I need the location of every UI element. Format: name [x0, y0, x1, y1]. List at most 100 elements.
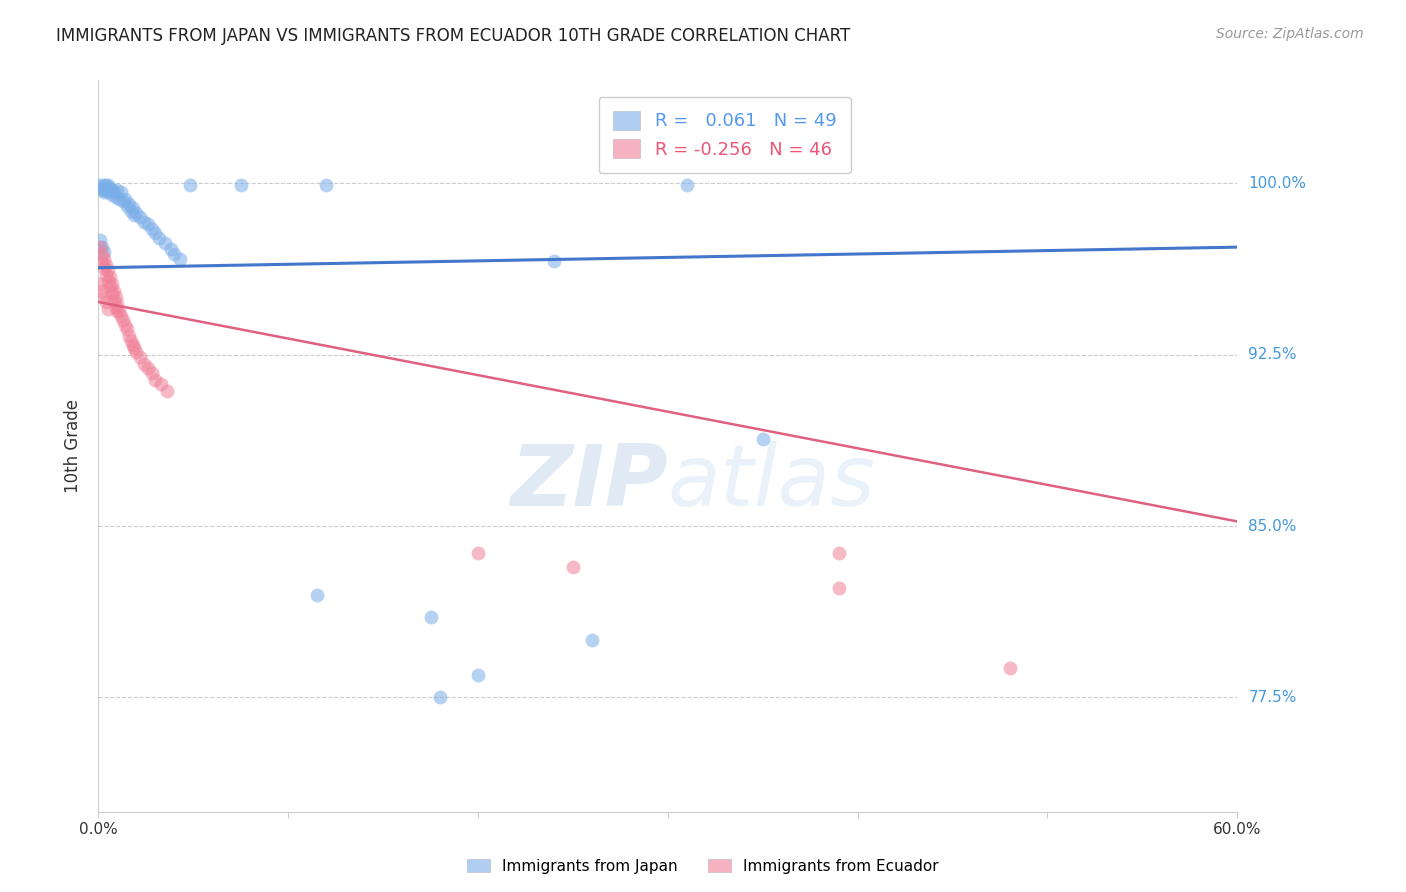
Text: Source: ZipAtlas.com: Source: ZipAtlas.com: [1216, 27, 1364, 41]
Point: [104, 190, 127, 204]
Point: [100, 285, 122, 300]
Point: [100, 277, 122, 291]
Text: IMMIGRANTS FROM JAPAN VS IMMIGRANTS FROM ECUADOR 10TH GRADE CORRELATION CHART: IMMIGRANTS FROM JAPAN VS IMMIGRANTS FROM…: [56, 27, 851, 45]
Point: [97, 275, 120, 289]
Point: [467, 546, 489, 560]
Point: [467, 667, 489, 681]
Text: 85.0%: 85.0%: [1249, 518, 1296, 533]
Point: [124, 208, 146, 222]
Point: [159, 243, 181, 257]
Point: [169, 252, 191, 266]
Point: [93, 252, 115, 266]
Point: [93, 178, 115, 193]
Point: [150, 377, 173, 392]
Point: [98, 279, 121, 293]
Point: [114, 318, 136, 332]
Point: [89, 277, 111, 291]
Point: [125, 206, 148, 220]
Point: [100, 183, 122, 197]
Point: [676, 178, 699, 193]
Legend: Immigrants from Japan, Immigrants from Ecuador: Immigrants from Japan, Immigrants from E…: [461, 853, 945, 880]
Point: [229, 178, 252, 193]
Legend: R =   0.061   N = 49, R = -0.256   N = 46: R = 0.061 N = 49, R = -0.256 N = 46: [599, 96, 851, 173]
Point: [93, 244, 115, 259]
Point: [93, 260, 115, 275]
Point: [114, 192, 136, 206]
Point: [121, 202, 143, 216]
Point: [91, 183, 114, 197]
Point: [120, 203, 142, 218]
Point: [98, 180, 121, 194]
Point: [108, 192, 131, 206]
Point: [132, 215, 155, 229]
Point: [112, 194, 135, 209]
Point: [94, 183, 117, 197]
Point: [89, 233, 111, 247]
Point: [998, 661, 1021, 675]
Point: [145, 227, 167, 241]
Point: [419, 610, 441, 624]
Point: [91, 180, 114, 194]
Point: [94, 268, 117, 282]
Point: [136, 217, 159, 231]
Point: [581, 633, 603, 648]
Point: [104, 300, 127, 314]
Point: [100, 187, 122, 202]
Point: [110, 309, 132, 323]
Point: [145, 373, 167, 387]
Point: [124, 341, 146, 355]
Point: [107, 183, 129, 197]
Point: [179, 178, 201, 193]
Point: [315, 178, 337, 193]
Point: [115, 322, 138, 336]
Point: [94, 259, 117, 273]
Point: [97, 263, 120, 277]
Text: atlas: atlas: [668, 441, 876, 524]
Point: [97, 178, 120, 193]
Point: [141, 222, 163, 236]
Point: [148, 231, 170, 245]
Point: [136, 361, 159, 376]
Point: [89, 240, 111, 254]
Point: [120, 334, 142, 348]
Text: 92.5%: 92.5%: [1249, 347, 1296, 362]
Point: [305, 588, 328, 602]
Point: [110, 186, 132, 200]
Point: [103, 293, 125, 307]
Point: [108, 304, 131, 318]
Point: [103, 284, 125, 298]
Point: [91, 240, 114, 254]
Point: [141, 366, 163, 380]
Point: [107, 304, 129, 318]
Point: [129, 211, 152, 225]
Point: [89, 178, 111, 193]
Text: 100.0%: 100.0%: [1249, 176, 1306, 191]
Point: [97, 186, 120, 200]
Point: [98, 269, 121, 284]
Point: [828, 581, 851, 595]
Point: [562, 560, 585, 574]
Point: [91, 247, 114, 261]
Point: [429, 690, 451, 705]
Y-axis label: 10th Grade: 10th Grade: [65, 399, 83, 493]
Point: [97, 301, 120, 316]
Point: [118, 329, 141, 343]
Point: [104, 290, 127, 304]
Point: [121, 338, 143, 352]
Point: [103, 186, 125, 200]
Point: [543, 253, 565, 268]
Point: [129, 350, 152, 364]
Point: [118, 196, 141, 211]
Text: ZIP: ZIP: [510, 441, 668, 524]
Point: [112, 313, 135, 327]
Point: [156, 384, 179, 398]
Point: [91, 284, 114, 298]
Point: [828, 546, 851, 560]
Point: [132, 357, 155, 371]
Point: [752, 432, 775, 446]
Point: [94, 295, 117, 310]
Point: [115, 199, 138, 213]
Text: 77.5%: 77.5%: [1249, 690, 1296, 705]
Point: [153, 235, 176, 250]
Point: [94, 178, 117, 193]
